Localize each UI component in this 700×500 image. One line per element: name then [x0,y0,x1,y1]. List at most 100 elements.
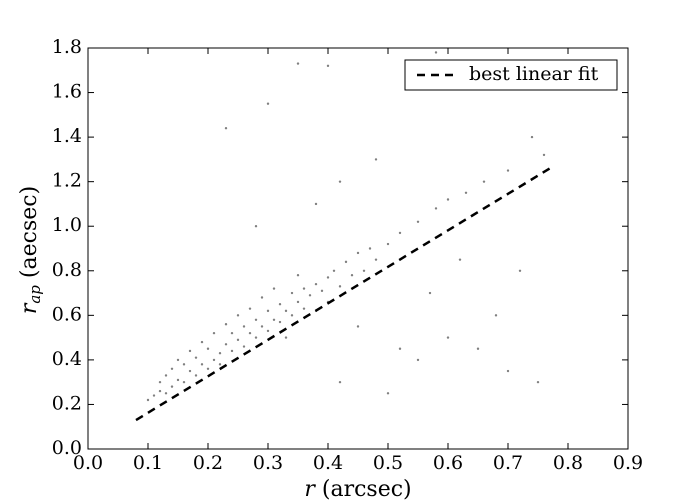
y-axis-label: rap (aecsec) [17,186,44,314]
scatter-point [254,318,258,321]
x-tick-label: 0.8 [553,452,583,474]
scatter-point [356,251,360,255]
y-tick-label: 0.4 [52,348,82,370]
scatter-point [356,325,360,328]
scatter-point [176,358,180,362]
scatter-point [434,51,438,54]
scatter-point [320,289,324,293]
scatter-point [434,207,438,210]
scatter-point [386,392,390,395]
scatter-point [464,191,468,195]
scatter-point [212,331,216,335]
scatter-point [218,352,222,355]
scatter-point [278,320,282,324]
scatter-point [368,247,372,250]
x-tick-label: 0.5 [373,452,403,474]
scatter-point [296,300,300,304]
scatter-point [362,269,366,272]
scatter-point [224,127,228,130]
scatter-point [374,258,378,261]
scatter-point [458,258,462,261]
scatter-point [230,331,234,335]
scatter-point [212,358,216,362]
scatter-point [530,135,534,139]
scatter-point [164,392,168,395]
scatter-point [188,349,192,353]
scatter-point [542,153,546,157]
scatter-point [218,363,222,366]
y-tick-label: 1.0 [52,214,82,236]
scatter-point [446,198,450,201]
scatter-point [416,220,420,223]
scatter-point [302,307,306,310]
scatter-point [278,302,282,306]
y-label-symbol: r [17,302,42,314]
x-tick-label: 0.3 [253,452,283,474]
scatter-point [152,394,156,397]
scatter-point [224,343,228,346]
scatter-point [170,385,174,388]
scatter-point [494,314,498,317]
scatter-point [398,347,402,350]
scatter-point [536,380,540,384]
y-tick-label: 0.8 [52,259,82,281]
scatter-point [446,336,450,339]
x-tick-label: 0.6 [433,452,463,474]
x-axis-label: r (arcsec) [304,477,411,500]
scatter-point [188,369,192,373]
scatter-point [296,274,300,277]
scatter-point [428,291,432,295]
scatter-point [284,309,288,313]
scatter-point [242,345,246,348]
scatter-point [236,338,240,342]
y-tick-label: 1.4 [52,125,82,147]
scatter-point [146,398,150,402]
scatter-point [506,369,510,373]
scatter-point [326,64,330,68]
y-label-text: (aecsec) [17,186,42,278]
scatter-point [236,314,240,317]
scatter-point [338,180,342,183]
y-tick-label: 0.2 [52,392,82,414]
x-label-text: (arcsec) [322,477,412,500]
scatter-point [170,367,174,370]
scatter-point [374,158,378,161]
scatter-point [416,358,420,362]
scatter-point [182,363,186,366]
y-tick-label: 1.2 [52,170,82,192]
scatter-point [284,336,288,339]
scatter-point [290,314,294,317]
legend-box [404,59,618,91]
scatter-point [398,231,402,235]
scatter-point [200,363,204,366]
scatter-point [476,347,480,350]
scatter-point [230,349,234,353]
y-tick-label: 0.0 [52,437,82,459]
plot-frame [87,47,629,450]
scatter-point [248,307,252,310]
scatter-point [254,225,258,228]
scatter-point [506,169,510,172]
x-tick-label: 0.7 [493,452,523,474]
x-tick-label: 0.2 [193,452,223,474]
scatter-point [344,260,348,264]
scatter-point [254,336,258,339]
scatter-point [248,331,252,335]
scatter-point [296,62,300,65]
scatter-point [332,269,336,272]
scatter-point [224,323,228,326]
scatter-point [266,329,270,333]
scatter-point [194,356,198,359]
scatter-point [260,325,264,328]
x-tick-label: 0.9 [613,452,643,474]
fit-line [135,167,551,422]
y-tick-label: 1.8 [52,36,82,58]
scatter-point [260,296,264,299]
y-tick-label: 0.6 [52,303,82,325]
y-label-subscript: ap [26,285,44,304]
scatter-point [338,285,342,288]
scatter-point [314,202,318,206]
scatter-point [158,380,162,384]
x-tick-label: 0.0 [73,452,103,474]
